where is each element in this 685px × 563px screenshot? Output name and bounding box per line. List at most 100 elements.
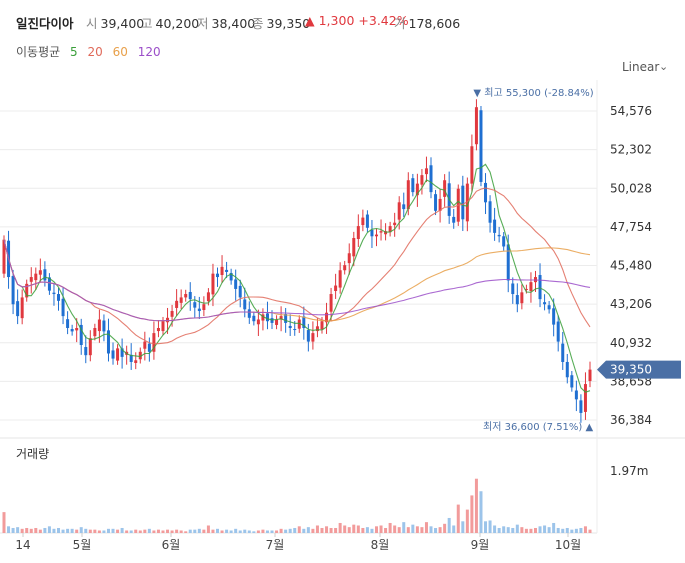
ma-120-legend[interactable]: 120 [137,45,161,59]
candle [38,270,42,275]
volume-bar [193,529,197,533]
volume-bar [320,527,324,533]
volume-bar [315,525,319,533]
candle [506,244,510,281]
volume-bar [247,530,251,533]
volume-bar [506,527,510,533]
volume-bar [356,525,360,533]
volume-bar [188,529,192,533]
candle [138,351,142,360]
candle [88,338,92,356]
candle [315,326,319,332]
chevron-down-icon[interactable]: ⌄ [659,60,669,73]
volume-bar [374,526,378,533]
volume-bar [452,525,456,533]
volume-bar [538,526,542,533]
volume-bar [66,528,70,533]
volume-bar [465,509,469,533]
candle [11,276,15,305]
candle [374,234,378,237]
volume-bar [429,526,433,533]
candle [393,222,397,226]
candle [111,350,115,359]
volume-bar [156,529,160,533]
candle [415,183,419,196]
candle [470,146,474,184]
volume-panel-label: 거래량 [16,447,49,461]
stock-name: 일진다이아 [16,16,74,31]
volume-bar [434,527,438,533]
volume-bar [529,528,533,533]
candle [543,302,547,305]
candle [166,317,170,323]
volume-bar [57,527,61,533]
volume-bar [179,530,183,533]
low-annotation-marker: ▲ [582,422,593,433]
candle [529,282,533,291]
volume-bar [111,528,115,533]
candle [461,185,465,220]
candle [406,180,410,210]
candle [211,273,215,295]
candle [402,204,406,210]
candle [311,333,315,342]
candle [2,239,6,274]
volume-bar [511,527,515,533]
volume-bar [147,528,151,533]
candle [347,253,351,264]
volume-bar [583,526,587,533]
volume-bar [75,529,79,533]
price-tick-label: 36,384 [610,413,652,427]
ma-5-legend[interactable]: 5 [70,45,78,59]
candle [284,314,288,323]
candle [424,168,428,175]
candle [143,341,147,349]
ma-20-legend[interactable]: 20 [87,45,103,59]
candle [47,277,51,291]
candle [583,384,587,412]
ma-60-legend[interactable]: 60 [112,45,128,59]
volume-bar [238,530,242,533]
x-axis-label: 7월 [266,538,285,552]
volume-bar [302,528,306,533]
candle [25,283,29,298]
candle [75,328,79,331]
volume-bar [116,529,120,533]
candle [134,360,138,363]
volume-bar [279,528,283,533]
candle [343,265,347,271]
volume-bar [38,529,42,533]
volume-bar [565,527,569,533]
candle [57,294,61,301]
candle [161,321,165,332]
volume-bar [470,495,474,533]
volume-bar [88,529,92,533]
volume-bar [229,530,233,533]
candle [329,294,333,312]
candle [565,361,569,378]
volume-bar [134,529,138,533]
scale-mode-dropdown[interactable]: Linear [622,60,660,74]
candle [225,269,229,272]
candle [524,288,528,290]
low-annotation: 최저 36,600 (7.51%) ▲ [483,421,594,433]
volume-bar [384,527,388,533]
volume-bar [288,528,292,533]
volume-bar [252,531,256,533]
high-annotation-value: 55,300 [503,88,541,99]
volume-bar [61,529,65,533]
candle [252,315,256,322]
candle [256,319,260,325]
volume-bar [334,527,338,533]
volume-bar [216,528,220,533]
candle [220,266,224,276]
candle [520,292,524,304]
candle [429,165,433,193]
price-tick-label: 50,028 [610,181,652,195]
volume-bar [325,526,329,533]
volume-bar [93,529,97,533]
volume-bar [20,528,24,533]
volume-bar [211,529,215,533]
ma-legend-label: 이동평균 [16,45,61,59]
